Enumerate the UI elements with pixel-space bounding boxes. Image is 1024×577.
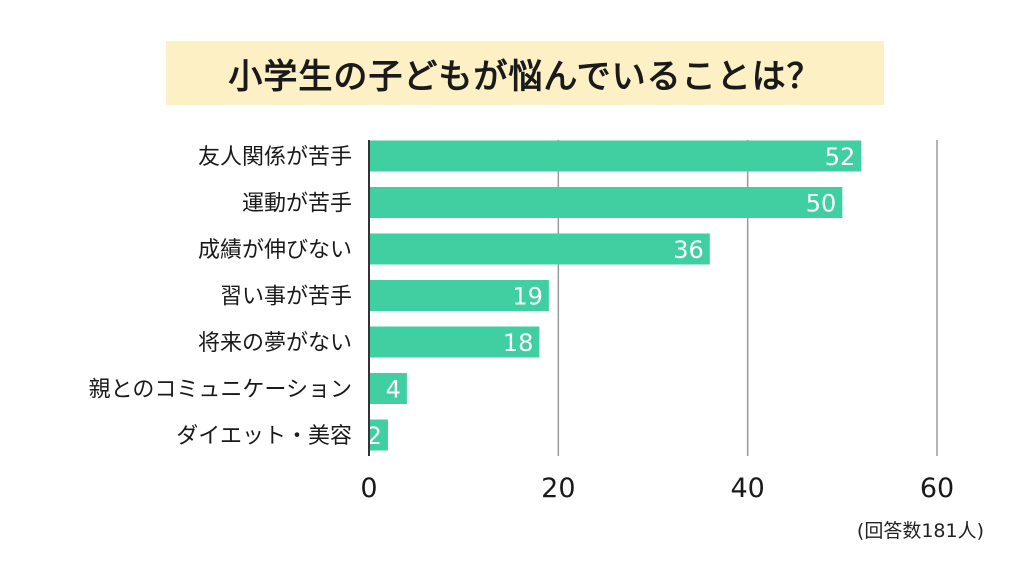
bar-5 xyxy=(369,373,407,404)
bar-4 xyxy=(369,326,540,358)
value-label-4: 18 xyxy=(503,329,534,357)
value-label-1: 50 xyxy=(806,190,837,218)
bar-1 xyxy=(369,187,843,218)
x-tick-label-60: 60 xyxy=(920,473,954,504)
bar-6 xyxy=(369,419,388,451)
category-label-4: 将来の夢がない xyxy=(198,331,352,356)
category-label-1: 運動が苦手 xyxy=(242,192,352,217)
bar-2 xyxy=(369,233,710,265)
bar-0 xyxy=(369,140,862,172)
value-label-2: 36 xyxy=(673,236,704,264)
value-label-5: 4 xyxy=(386,376,401,404)
value-label-3: 19 xyxy=(512,283,543,311)
respondent-note: (回答数181人) xyxy=(856,520,984,542)
bar-3 xyxy=(369,280,549,311)
category-label-3: 習い事が苦手 xyxy=(220,285,352,310)
category-label-0: 友人関係が苦手 xyxy=(198,145,352,170)
title-banner: 小学生の子どもが悩んでいることは？ xyxy=(166,41,884,105)
x-tick-label-40: 40 xyxy=(730,473,764,504)
category-label-2: 成績が伸びない xyxy=(198,238,352,263)
value-label-0: 52 xyxy=(825,143,856,171)
x-tick-label-0: 0 xyxy=(360,473,377,504)
category-label-5: 親とのコミュニケーション xyxy=(89,378,352,403)
chart-title: 小学生の子どもが悩んでいることは？ xyxy=(228,56,822,97)
category-label-6: ダイエット・美容 xyxy=(176,424,352,449)
value-label-6: 2 xyxy=(367,422,382,450)
x-tick-label-20: 20 xyxy=(541,473,575,504)
